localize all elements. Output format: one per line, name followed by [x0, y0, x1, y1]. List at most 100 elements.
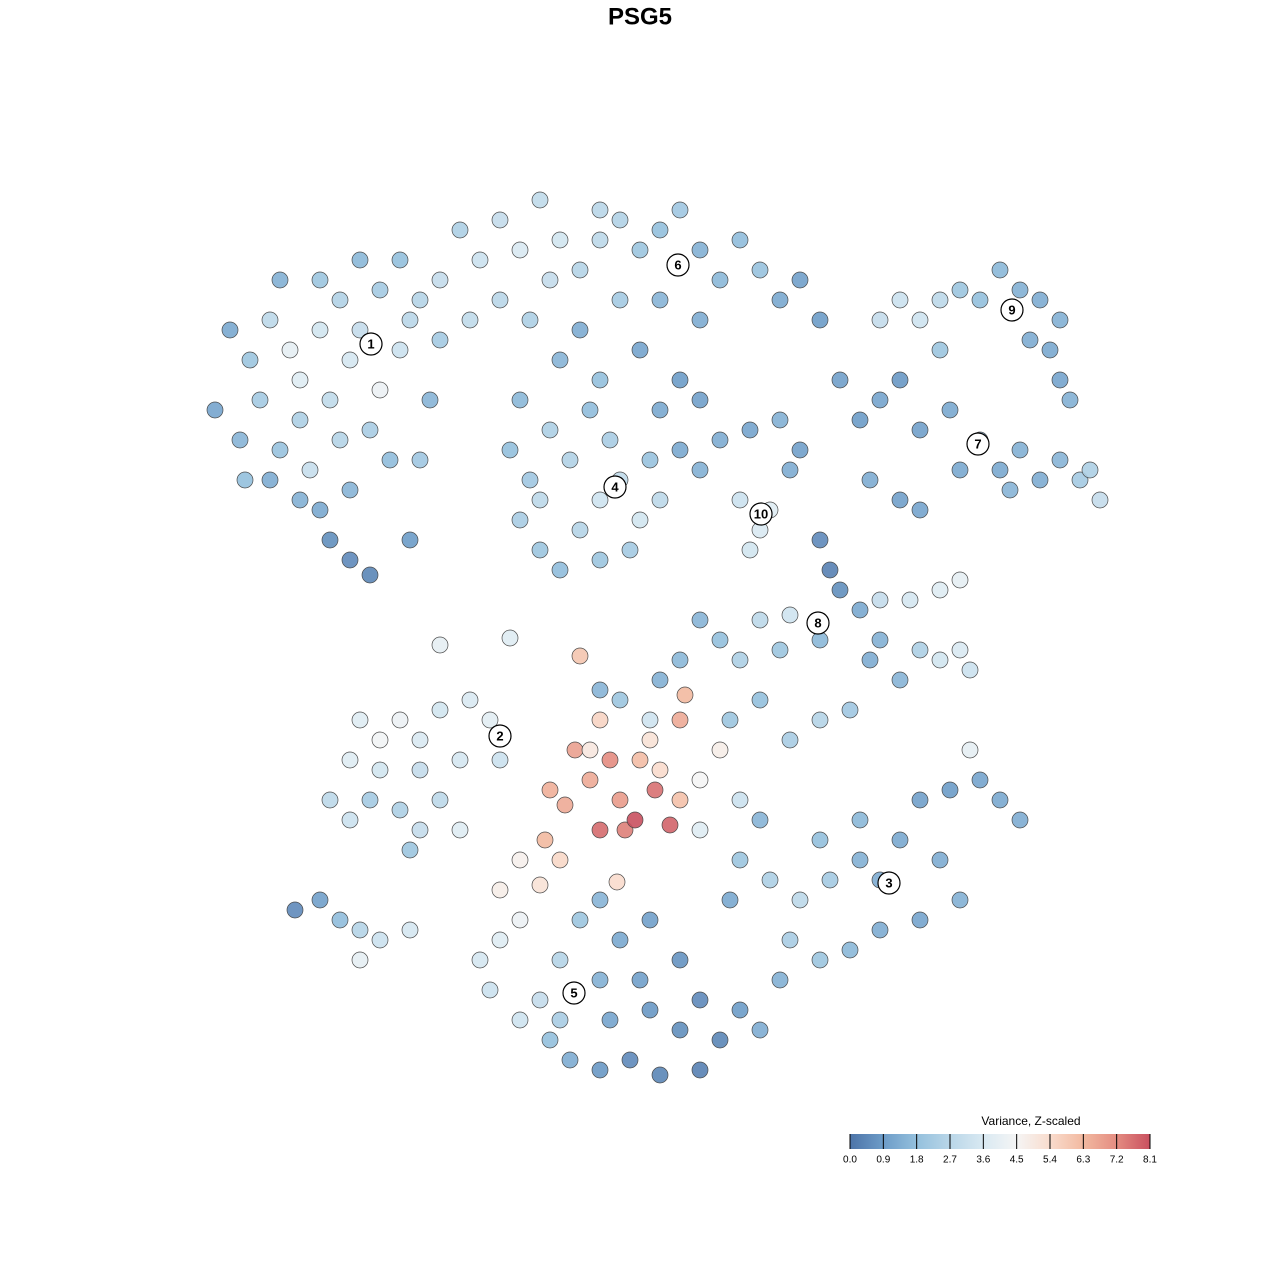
point — [951, 641, 969, 659]
point — [236, 471, 254, 489]
point — [291, 491, 309, 509]
point — [691, 991, 709, 1009]
cluster-label: 2 — [496, 728, 503, 743]
point — [1061, 391, 1079, 409]
point — [1081, 461, 1099, 479]
point — [401, 311, 419, 329]
point — [1031, 291, 1049, 309]
point — [771, 971, 789, 989]
point — [971, 291, 989, 309]
point — [541, 271, 559, 289]
point — [331, 911, 349, 929]
point — [501, 629, 519, 647]
point — [481, 981, 499, 999]
point — [871, 591, 889, 609]
point — [1031, 471, 1049, 489]
point — [391, 801, 409, 819]
point — [751, 811, 769, 829]
point — [591, 371, 609, 389]
colorbar-tick-label: 1.8 — [910, 1155, 924, 1166]
point — [491, 291, 509, 309]
point — [471, 951, 489, 969]
point — [311, 891, 329, 909]
point — [851, 851, 869, 869]
point — [851, 601, 869, 619]
point — [671, 791, 689, 809]
point — [991, 791, 1009, 809]
point — [731, 491, 749, 509]
point — [641, 731, 659, 749]
point — [286, 901, 304, 919]
point — [381, 451, 399, 469]
point — [581, 401, 599, 419]
point — [741, 421, 759, 439]
point — [861, 471, 879, 489]
colorbar-tick-label: 0.0 — [843, 1155, 857, 1166]
point — [691, 391, 709, 409]
point — [611, 791, 629, 809]
point — [561, 451, 579, 469]
point — [571, 521, 589, 539]
point — [651, 291, 669, 309]
point — [961, 741, 979, 759]
point — [551, 1011, 569, 1029]
colorbar-tick-label: 6.3 — [1076, 1155, 1090, 1166]
point — [331, 291, 349, 309]
point — [1001, 481, 1019, 499]
cluster-marker — [966, 432, 990, 456]
point — [711, 631, 729, 649]
colorbar-tick-label: 8.1 — [1143, 1155, 1157, 1166]
point — [551, 561, 569, 579]
point — [331, 431, 349, 449]
point — [771, 291, 789, 309]
point — [351, 251, 369, 269]
point — [751, 691, 769, 709]
point — [491, 931, 509, 949]
point — [646, 781, 664, 799]
point — [951, 461, 969, 479]
point — [731, 1001, 749, 1019]
point — [651, 671, 669, 689]
point — [566, 741, 584, 759]
cluster-marker — [749, 502, 773, 526]
point — [611, 211, 629, 229]
point — [751, 611, 769, 629]
colorbar-tick-label: 5.4 — [1043, 1155, 1057, 1166]
point — [751, 261, 769, 279]
point — [626, 811, 644, 829]
point — [871, 921, 889, 939]
point — [871, 391, 889, 409]
point — [1021, 331, 1039, 349]
point — [461, 691, 479, 709]
point — [711, 271, 729, 289]
point — [341, 551, 359, 569]
point — [601, 431, 619, 449]
point — [291, 371, 309, 389]
point — [341, 481, 359, 499]
points — [206, 191, 1109, 1084]
point — [901, 591, 919, 609]
point — [741, 541, 759, 559]
point — [671, 711, 689, 729]
point — [491, 881, 509, 899]
point — [1091, 491, 1109, 509]
point — [691, 611, 709, 629]
point — [1051, 311, 1069, 329]
point — [891, 491, 909, 509]
point — [421, 391, 439, 409]
point — [206, 401, 224, 419]
point — [691, 461, 709, 479]
point — [911, 421, 929, 439]
point — [931, 291, 949, 309]
point — [931, 851, 949, 869]
point — [821, 561, 839, 579]
point — [721, 891, 739, 909]
point — [431, 791, 449, 809]
point — [841, 941, 859, 959]
point — [971, 771, 989, 789]
point — [941, 781, 959, 799]
point — [911, 911, 929, 929]
point — [371, 761, 389, 779]
point — [551, 351, 569, 369]
